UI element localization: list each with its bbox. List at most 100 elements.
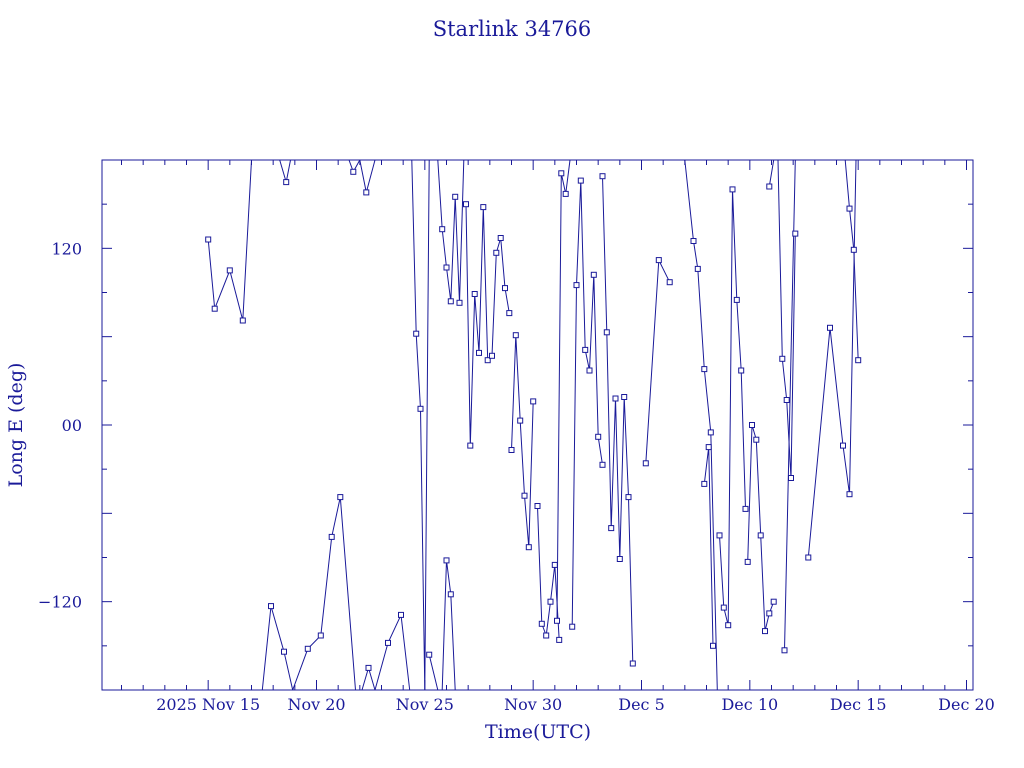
data-point: [608, 525, 615, 532]
points-layer: [205, 168, 862, 671]
data-point: [625, 494, 632, 501]
data-point: [521, 492, 528, 499]
series-line-11: [602, 176, 634, 664]
data-point: [556, 636, 563, 643]
y-tick-label: 120: [51, 239, 82, 258]
series-line-23: [428, 560, 456, 690]
series-line-19: [807, 160, 857, 558]
data-point: [781, 647, 788, 654]
data-point: [558, 170, 565, 177]
data-point: [599, 173, 606, 180]
data-point: [573, 282, 580, 289]
data-point: [599, 461, 606, 468]
series-line-18: [784, 160, 796, 651]
data-point: [642, 460, 649, 467]
data-point: [489, 352, 495, 359]
data-point: [283, 179, 290, 186]
tick-labels: 2025 Nov 15 Nov 20 Nov 25 Nov 30 Dec 5 Dec 10…: [38, 239, 995, 714]
data-point: [385, 639, 391, 646]
data-point: [480, 204, 487, 211]
data-point: [363, 189, 370, 196]
x-tick-label: Dec 15: [830, 695, 887, 714]
data-point: [538, 620, 545, 627]
data-point: [365, 664, 372, 671]
data-point: [762, 628, 768, 635]
data-point: [757, 532, 764, 539]
data-point: [268, 603, 274, 610]
data-point: [707, 429, 714, 436]
data-point: [512, 332, 519, 339]
data-point: [779, 355, 786, 362]
data-point: [205, 236, 212, 243]
data-point: [452, 193, 459, 200]
data-point: [783, 397, 790, 403]
data-point: [569, 623, 576, 630]
data-point: [733, 296, 740, 303]
series-line-5: [437, 160, 469, 303]
data-point: [530, 398, 537, 405]
series-line-21: [261, 496, 356, 690]
data-point: [328, 533, 335, 540]
data-point: [805, 554, 812, 561]
data-point: [788, 475, 794, 481]
x-tick-label: Dec 20: [938, 695, 995, 714]
data-point: [729, 186, 736, 193]
series-line-2: [279, 160, 306, 183]
data-point: [447, 591, 454, 598]
x-tick-label: 2025 Nov 15: [156, 695, 260, 714]
series-line-7: [511, 335, 534, 548]
x-axis-label: Time(UTC): [485, 721, 591, 743]
data-point: [738, 367, 745, 374]
y-tick-label: 00: [62, 416, 82, 435]
data-point: [304, 645, 311, 652]
series-line-3: [348, 160, 382, 193]
data-point: [701, 366, 708, 373]
data-point: [517, 417, 524, 424]
data-point: [827, 324, 833, 331]
chart-title: Starlink 34766: [433, 17, 592, 41]
y-tick-label: −120: [38, 593, 82, 612]
x-tick-label: Nov 20: [287, 695, 345, 714]
series-line-9: [556, 160, 579, 621]
data-point: [317, 632, 324, 639]
series-line-4: [411, 160, 434, 690]
data-point: [621, 394, 628, 400]
data-point: [725, 622, 732, 629]
data-point: [577, 177, 584, 184]
ticks-layer: [102, 160, 973, 690]
data-point: [792, 230, 799, 237]
data-point: [534, 503, 541, 509]
data-point: [766, 610, 773, 617]
series-line-8: [537, 505, 560, 640]
series-line-1: [207, 160, 261, 321]
data-point: [484, 357, 491, 364]
data-point: [551, 561, 558, 568]
data-point: [493, 249, 500, 256]
data-point: [603, 329, 610, 336]
data-point: [467, 442, 474, 449]
data-point: [846, 491, 853, 498]
series-line-13: [684, 160, 718, 690]
plot-frame: [101, 159, 974, 691]
data-point: [554, 617, 560, 624]
data-point: [701, 480, 708, 487]
data-point: [766, 183, 773, 190]
data-point: [281, 648, 287, 655]
data-point: [456, 299, 463, 306]
series-line-22: [361, 613, 417, 690]
data-point: [239, 317, 246, 324]
data-point: [417, 405, 424, 412]
x-tick-label: Nov 30: [504, 695, 562, 714]
data-point: [612, 395, 619, 402]
data-point: [502, 285, 508, 292]
y-axis-label: Long E (deg): [5, 363, 27, 488]
data-point: [582, 346, 589, 353]
data-point: [666, 279, 673, 286]
data-point: [846, 205, 853, 212]
x-tick-label: Nov 25: [396, 695, 454, 714]
data-point: [471, 291, 478, 297]
data-point: [850, 246, 857, 253]
x-tick-label: Dec 10: [721, 695, 778, 714]
series-line-20: [844, 160, 859, 361]
